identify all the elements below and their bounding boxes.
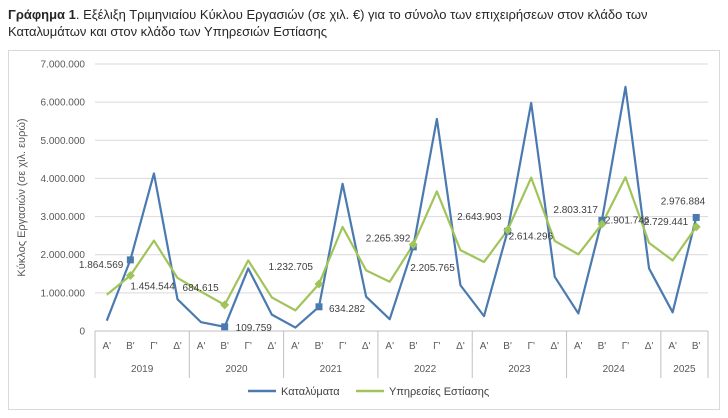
x-tick-quarter: Α' [668, 341, 677, 352]
x-tick-quarter: Γ' [339, 341, 347, 352]
data-label: 2.205.765 [410, 263, 455, 274]
x-tick-quarter: Α' [385, 341, 394, 352]
data-label: 2.803.317 [553, 205, 598, 216]
series-line-0 [105, 85, 698, 329]
x-tick-year: 2025 [673, 364, 696, 375]
x-tick-quarter: Α' [480, 341, 489, 352]
x-tick-year: 2020 [225, 364, 248, 375]
chart-frame [8, 50, 720, 410]
data-label: 2.265.392 [366, 234, 411, 245]
data-label: 1.454.544 [130, 282, 175, 293]
y-tick-label: 6.000.000 [41, 98, 86, 109]
y-axis-label: Κύκλος Εργασιών (σε χιλ. ευρώ) [16, 118, 28, 276]
x-axis: Α' Β' Γ' Δ' Α' Β' Γ' Δ' Α' Β' Γ' Δ' Α' Β' Γ' Δ' Α' Β' Γ' Δ'… [94, 330, 709, 378]
series-marker-diamond [408, 240, 418, 250]
x-tick-quarter: Β' [598, 341, 607, 352]
x-tick-quarter: Γ' [622, 341, 630, 352]
y-tick-label: 4.000.000 [41, 174, 86, 185]
data-label: 634.282 [329, 304, 366, 315]
data-label: 2.729.441 [644, 217, 689, 228]
series-marker-diamond [125, 271, 135, 281]
data-label: 1.864.569 [79, 260, 124, 271]
data-label: 2.614.296 [509, 231, 554, 242]
data-label: 109.759 [236, 323, 273, 334]
caption-prefix: Γράφημα 1 [8, 7, 76, 22]
series-marker-diamond [597, 219, 607, 229]
legend-label-food-services: Υπηρεσίες Εστίασης [389, 386, 489, 398]
data-label: 2.901.746 [605, 215, 650, 226]
series-marker-square [315, 303, 323, 311]
caption-text: . Εξέλιξη Τριμηνιαίου Κύκλου Εργασιών (σ… [8, 7, 648, 39]
y-tick-label: 1.000.000 [41, 288, 86, 299]
x-tick-year: 2024 [603, 364, 626, 375]
x-tick-quarter: Β' [692, 341, 701, 352]
data-label: 2.643.903 [457, 212, 502, 223]
y-tick-label: 2.000.000 [41, 250, 86, 261]
series-markers [125, 213, 701, 331]
x-tick-quarter: Α' [574, 341, 583, 352]
y-tick-label: 0 [79, 327, 85, 338]
series-marker-square [221, 323, 229, 331]
x-tick-quarter: Γ' [245, 341, 253, 352]
legend-label-accommodation: Καταλύματα [281, 386, 340, 398]
series-marker-diamond [691, 222, 701, 232]
y-tick-label: 5.000.000 [41, 136, 86, 147]
x-tick-quarter: Δ' [268, 341, 277, 352]
series-marker-diamond [503, 225, 513, 235]
series-marker-diamond [314, 279, 324, 289]
x-tick-quarter: Γ' [527, 341, 535, 352]
chart-caption: Γράφημα 1. Εξέλιξη Τριμηνιαίου Κύκλου Ερ… [8, 6, 720, 40]
x-tick-quarter: Β' [315, 341, 324, 352]
x-tick-year: 2023 [508, 364, 531, 375]
x-tick-quarter: Β' [220, 341, 229, 352]
y-tick-label: 7.000.000 [41, 60, 86, 71]
legend: Καταλύματα Υπηρεσίες Εστίασης [248, 386, 489, 398]
x-tick-quarter: Β' [409, 341, 418, 352]
x-tick-quarter: Γ' [433, 341, 441, 352]
x-tick-year: 2019 [131, 364, 154, 375]
series-line-1 [106, 176, 698, 312]
x-tick-quarter: Α' [102, 341, 111, 352]
x-tick-year: 2022 [414, 364, 437, 375]
data-label: 1.232.705 [268, 262, 313, 273]
x-tick-year: 2021 [320, 364, 343, 375]
x-tick-quarter: Δ' [456, 341, 465, 352]
x-tick-quarter: Δ' [173, 341, 182, 352]
x-tick-quarter: Δ' [645, 341, 654, 352]
y-axis-ticks: 0 1.000.000 2.000.000 3.000.000 4.000.000 5.0… [41, 60, 86, 338]
series-lines [105, 85, 698, 329]
x-tick-quarter: Δ' [362, 341, 371, 352]
x-tick-quarter: Δ' [550, 341, 559, 352]
gridlines [95, 63, 708, 294]
data-labels: 1.864.569 1.454.544 684.615 109.759 1.232.70… [79, 196, 706, 333]
data-label: 2.976.884 [661, 196, 706, 207]
data-label: 684.615 [183, 283, 220, 294]
y-tick-label: 3.000.000 [41, 212, 86, 223]
series-marker-square [692, 213, 700, 221]
series-marker-square [126, 256, 134, 264]
x-tick-quarter: Α' [291, 341, 300, 352]
x-tick-quarter: Β' [126, 341, 135, 352]
x-tick-quarter: Α' [197, 341, 206, 352]
x-tick-quarter: Β' [503, 341, 512, 352]
series-marker-diamond [220, 300, 230, 310]
x-tick-quarter: Γ' [150, 341, 158, 352]
